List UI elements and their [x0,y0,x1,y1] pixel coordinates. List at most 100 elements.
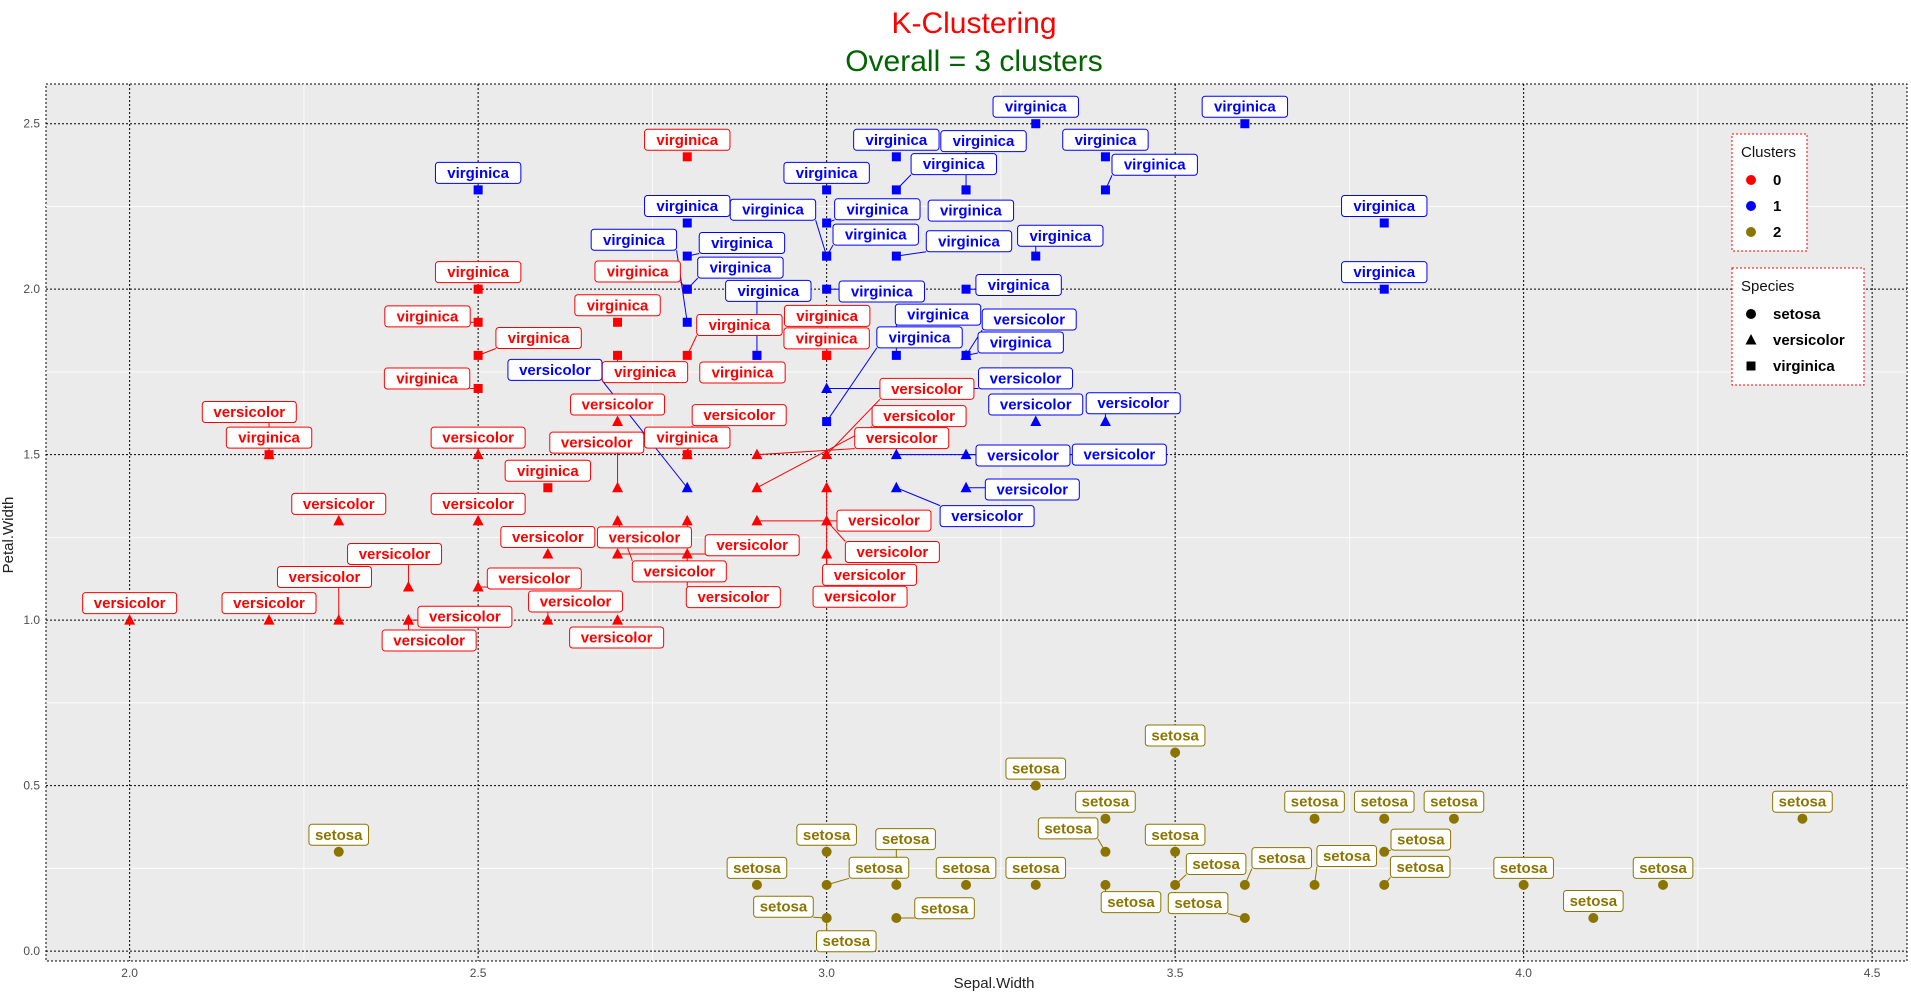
x-tick-label: 3.5 [1167,966,1184,980]
data-point [682,152,692,162]
label-box [729,198,817,221]
legend-cluster-label: 2 [1773,224,1781,241]
label-box [1005,757,1067,780]
label-box [528,590,624,613]
label-box [1772,790,1833,813]
data-point [1309,813,1320,824]
data-point [472,448,484,460]
point-label: virginica [1353,198,1415,215]
data-point [751,448,763,460]
point-label: versicolor [540,593,612,610]
label-box [381,629,477,652]
point-label: versicolor [883,408,955,425]
label-box [1085,392,1181,415]
data-point [263,614,275,625]
label-box [574,294,661,317]
point-label: virginica [1353,264,1415,281]
y-tick-label: 1.5 [23,448,40,462]
point-label: versicolor [1000,397,1072,414]
data-point [613,317,623,327]
data-point [751,514,763,526]
label-box [875,828,936,851]
point-label: versicolor [891,381,963,398]
y-axis-title: Petal.Width [0,497,17,574]
label-box [1062,128,1149,151]
point-label: versicolor [442,430,514,447]
legend-clusters-box [1731,133,1808,252]
label-box [500,525,596,548]
point-label: versicolor [303,496,375,513]
point-label: virginica [796,308,858,325]
label-box [308,823,370,846]
data-point [612,481,624,493]
label-box [696,313,783,336]
data-point [891,879,902,890]
point-label: virginica [865,132,927,149]
point-label: versicolor [1083,447,1155,464]
point-label: setosa [803,827,851,844]
label-box [854,427,950,450]
data-point [1518,879,1529,890]
point-label: setosa [855,860,903,877]
point-label: versicolor [582,397,654,414]
point-label: setosa [1639,860,1687,877]
label-box [838,280,925,303]
label-box [590,228,678,251]
label-box [1201,95,1289,118]
label-box [1167,892,1229,915]
point-label: virginica [889,329,951,346]
data-point [682,317,692,327]
point-label: virginica [737,283,799,300]
point-label: virginica [656,198,718,215]
label-box [1493,856,1554,879]
point-label: versicolor [993,312,1065,329]
label-box [486,567,582,590]
data-point [681,448,693,460]
label-box [1185,852,1247,875]
data-point [681,481,693,493]
point-label: virginica [1214,99,1276,116]
point-label: versicolor [498,571,570,588]
point-label: setosa [1151,728,1199,745]
label-box [977,331,1064,354]
data-point [682,218,692,228]
label-layer: virginica virginica virginica virginica virg… [82,95,1833,953]
label-leader-line [826,347,878,422]
label-box [631,560,727,583]
point-label: virginica [953,133,1015,150]
data-point [891,152,901,162]
label-box [753,895,814,918]
data-point [473,185,483,195]
data-point [681,514,693,526]
data-point [542,614,554,625]
label-box [434,261,522,284]
legend-species-label: versicolor [1773,332,1845,349]
data-point [1379,879,1390,890]
data-point [821,448,833,460]
point-label: virginica [1029,228,1091,245]
point-label: virginica [988,277,1050,294]
data-point [612,614,624,625]
point-label: setosa [1012,860,1060,877]
label-box [417,605,513,628]
label-box [940,130,1027,153]
point-label: virginica [923,156,985,173]
label-box [1075,790,1136,813]
data-point [822,251,832,261]
data-point [1100,152,1110,162]
data-point [891,350,901,360]
label-box [796,823,857,846]
data-point [821,547,833,559]
point-label: setosa [1430,794,1478,811]
label-box [1071,443,1167,466]
label-box [812,585,908,608]
label-box [507,358,603,381]
data-point [472,581,484,592]
point-label: versicolor [289,569,361,586]
data-point [1030,879,1041,890]
point-label: virginica [508,330,570,347]
point-label: setosa [1151,827,1199,844]
label-box [925,230,1013,253]
point-label: virginica [710,260,772,277]
